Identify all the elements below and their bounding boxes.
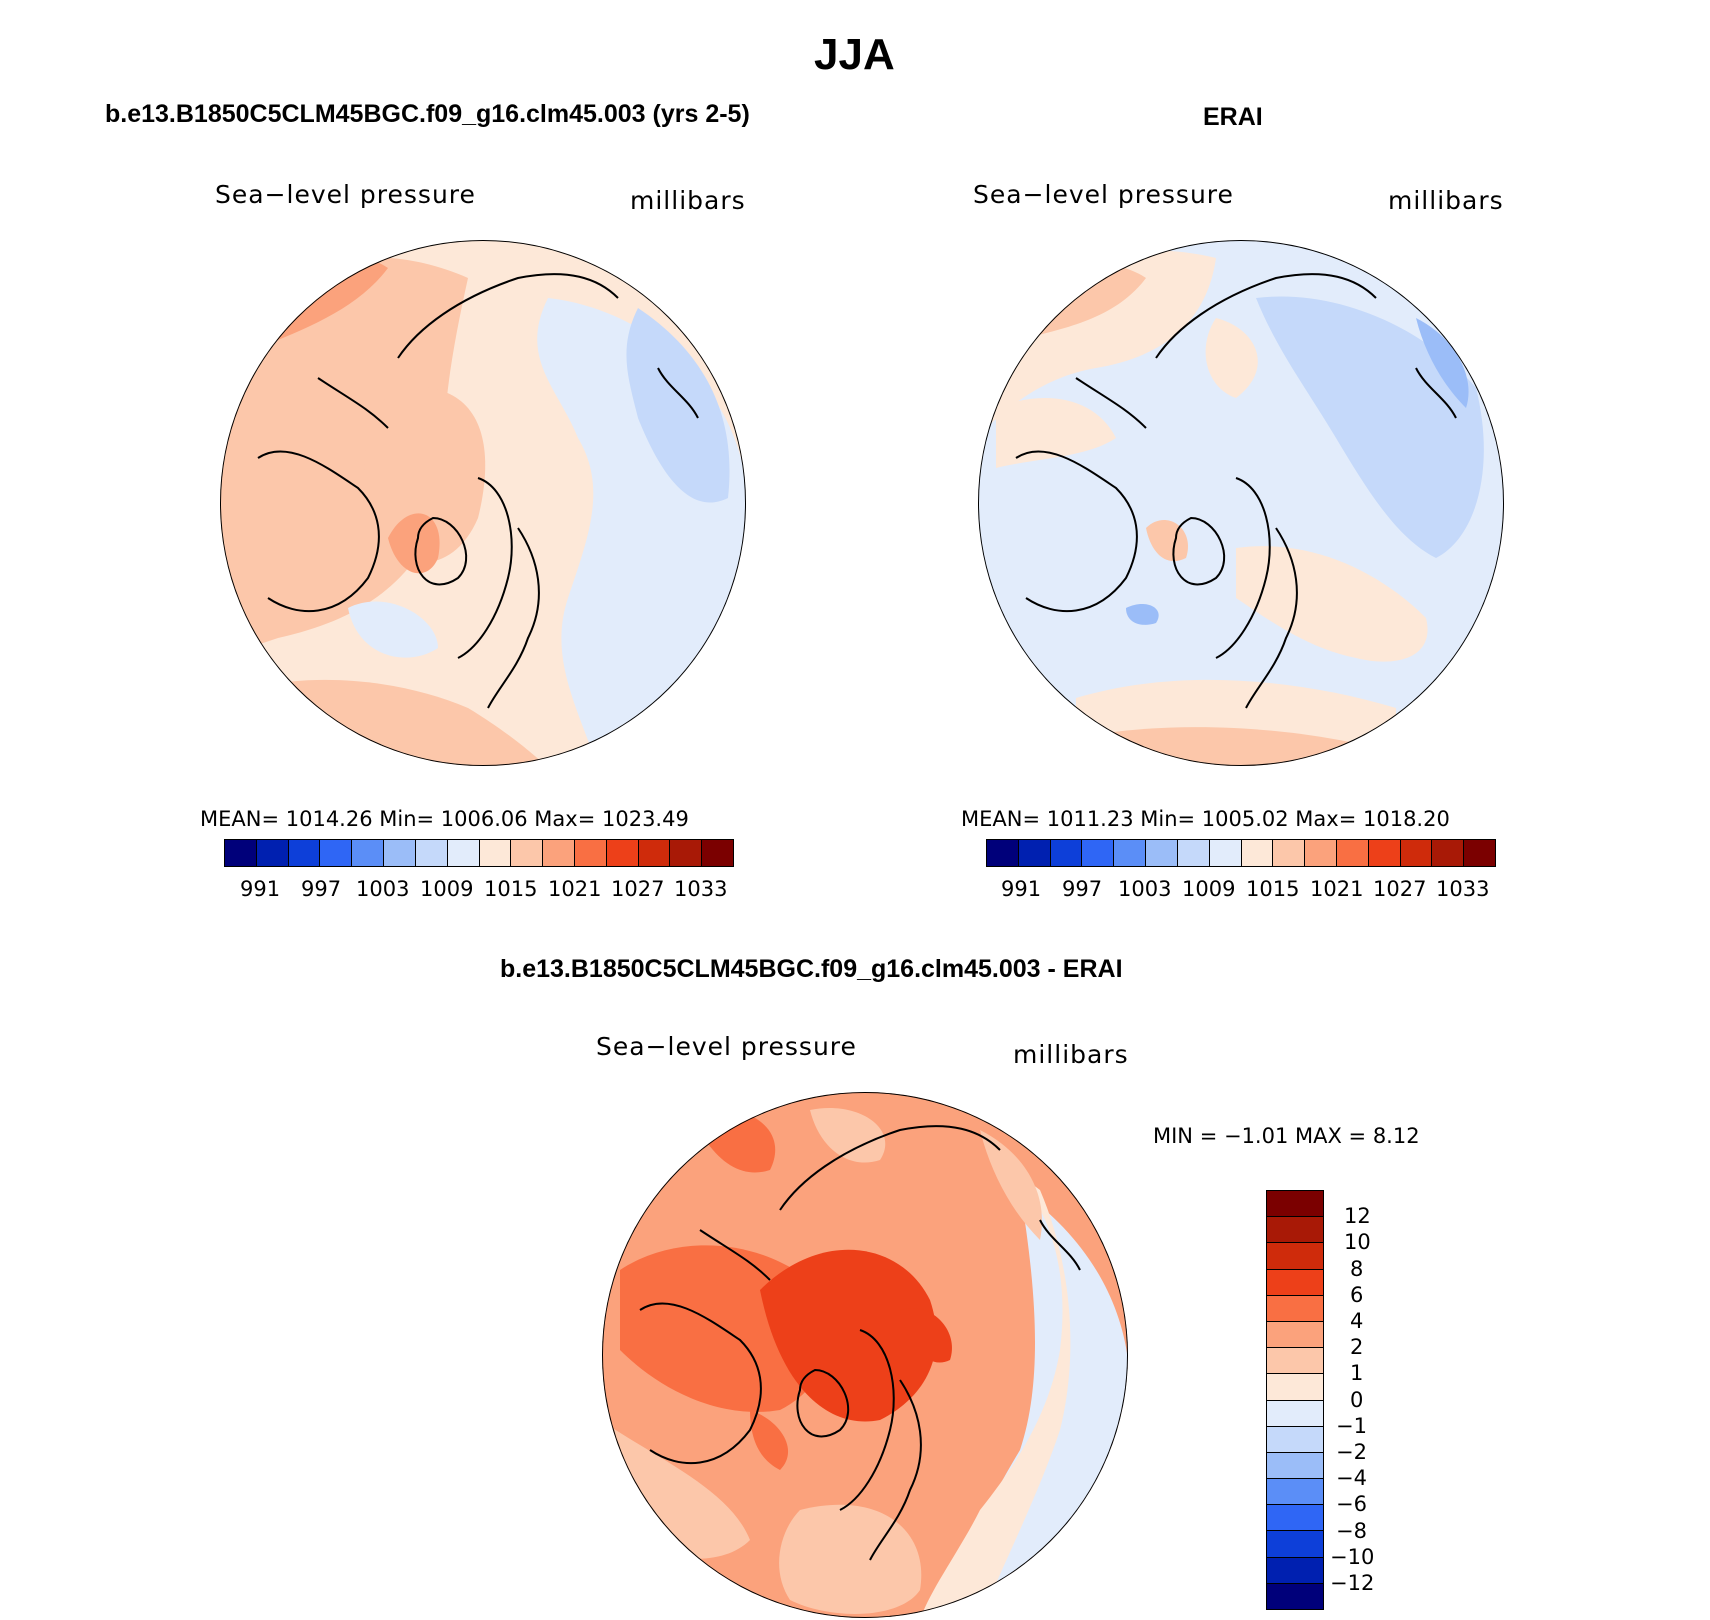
panel3-tick-1: 10 <box>1344 1230 1371 1254</box>
panel3-tick-13: −10 <box>1330 1545 1375 1569</box>
panel1-tick-5: 1021 <box>548 877 602 901</box>
panel3-tick-9: −2 <box>1336 1440 1367 1464</box>
panel1-tick-7: 1033 <box>674 877 728 901</box>
panel2-tick-7: 1033 <box>1436 877 1490 901</box>
panel3-units-label: millibars <box>1013 1040 1129 1069</box>
panel1-variable-label: Sea−level pressure <box>215 180 476 209</box>
panel3-colorbar <box>1266 1190 1324 1610</box>
page-title: JJA <box>814 30 895 79</box>
panel2-stats: MEAN= 1011.23 Min= 1005.02 Max= 1018.20 <box>961 807 1450 831</box>
panel3-tick-10: −4 <box>1336 1466 1367 1490</box>
panel2-tick-1: 997 <box>1062 877 1103 901</box>
panel3-coastlines <box>639 1125 1081 1561</box>
panel1-tick-6: 1027 <box>611 877 665 901</box>
panel3-tick-7: 0 <box>1350 1388 1364 1412</box>
panel1-tick-3: 1009 <box>420 877 474 901</box>
panel2-tick-4: 1015 <box>1246 877 1300 901</box>
panel3-tick-12: −8 <box>1336 1519 1367 1543</box>
panel2-tick-2: 1003 <box>1118 877 1172 901</box>
panel1-tick-0: 991 <box>240 877 281 901</box>
panel1-units-label: millibars <box>630 186 746 215</box>
panel3-tick-0: 12 <box>1344 1204 1371 1228</box>
panel3-subtitle: b.e13.B1850C5CLM45BGC.f09_g16.clm45.003 … <box>500 955 1123 983</box>
panel2-variable-label: Sea−level pressure <box>973 180 1234 209</box>
panel3-tick-2: 8 <box>1350 1257 1364 1281</box>
panel3-tick-5: 2 <box>1350 1335 1364 1359</box>
panel1-tick-4: 1015 <box>484 877 538 901</box>
panel1-tick-1: 997 <box>301 877 342 901</box>
panel3-tick-14: −12 <box>1330 1571 1375 1595</box>
panel3-tick-6: 1 <box>1350 1361 1364 1385</box>
panel3-tick-8: −1 <box>1336 1414 1367 1438</box>
panel2-tick-5: 1021 <box>1310 877 1364 901</box>
panel3-stats: MIN = −1.01 MAX = 8.12 <box>1153 1124 1420 1148</box>
panel3-tick-3: 6 <box>1350 1283 1364 1307</box>
panel2-polar-map <box>978 240 1504 766</box>
panel2-tick-6: 1027 <box>1373 877 1427 901</box>
panel1-subtitle: b.e13.B1850C5CLM45BGC.f09_g16.clm45.003 … <box>105 100 750 128</box>
panel3-variable-label: Sea−level pressure <box>596 1032 857 1061</box>
panel1-polar-map <box>220 240 746 766</box>
panel1-coastlines <box>257 273 699 709</box>
panel3-polar-map <box>602 1092 1128 1618</box>
panel2-tick-3: 1009 <box>1182 877 1236 901</box>
panel1-stats: MEAN= 1014.26 Min= 1006.06 Max= 1023.49 <box>200 807 689 831</box>
panel2-tick-0: 991 <box>1001 877 1042 901</box>
panel1-colorbar <box>224 839 734 867</box>
panel2-subtitle: ERAI <box>1203 103 1263 131</box>
panel2-units-label: millibars <box>1388 186 1504 215</box>
panel2-colorbar <box>986 839 1496 867</box>
panel1-tick-2: 1003 <box>356 877 410 901</box>
panel3-tick-4: 4 <box>1350 1309 1364 1333</box>
panel3-tick-11: −6 <box>1336 1492 1367 1516</box>
panel2-coastlines <box>1015 273 1457 709</box>
